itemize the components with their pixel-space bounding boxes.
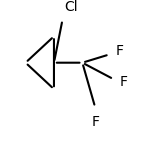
Text: F: F xyxy=(115,44,123,58)
Text: F: F xyxy=(91,115,99,129)
Text: Cl: Cl xyxy=(64,0,78,14)
Text: F: F xyxy=(120,76,128,89)
